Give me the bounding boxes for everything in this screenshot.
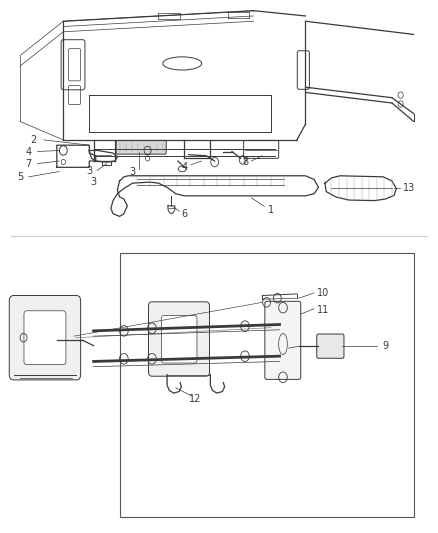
Text: 10: 10 [317, 288, 329, 298]
Text: 6: 6 [181, 209, 187, 219]
Text: 7: 7 [25, 159, 32, 168]
FancyBboxPatch shape [162, 316, 197, 363]
FancyBboxPatch shape [265, 301, 301, 379]
Text: 9: 9 [382, 341, 389, 351]
Text: 1: 1 [268, 205, 274, 215]
FancyBboxPatch shape [116, 140, 166, 154]
Text: 12: 12 [189, 394, 201, 405]
Text: 2: 2 [30, 135, 36, 145]
Text: 3: 3 [86, 166, 92, 175]
FancyBboxPatch shape [24, 311, 66, 365]
Text: 3: 3 [130, 166, 136, 176]
FancyBboxPatch shape [148, 302, 209, 376]
Text: 5: 5 [17, 172, 23, 182]
FancyBboxPatch shape [317, 334, 344, 358]
Text: 11: 11 [317, 305, 329, 315]
Text: 4: 4 [181, 163, 187, 172]
Text: 8: 8 [242, 157, 248, 167]
FancyBboxPatch shape [9, 295, 81, 380]
Text: 4: 4 [26, 147, 32, 157]
Bar [120, 253, 413, 517]
Text: 3: 3 [91, 177, 97, 187]
Text: 13: 13 [403, 183, 415, 193]
